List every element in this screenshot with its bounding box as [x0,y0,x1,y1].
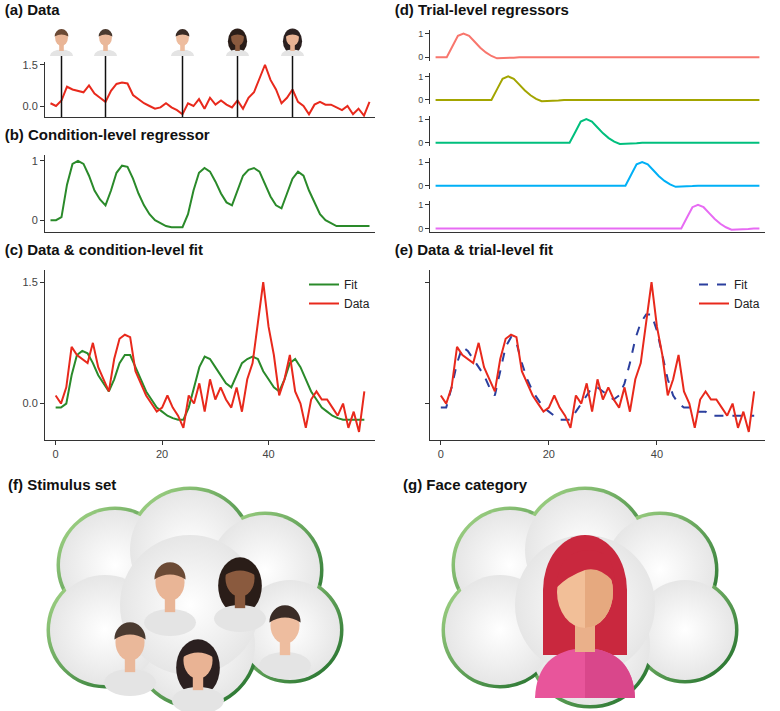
svg-text:(a) Data: (a) Data [5,1,61,18]
svg-text:1: 1 [418,72,423,82]
svg-text:0: 0 [418,52,423,62]
svg-text:1.5: 1.5 [23,59,38,71]
svg-text:0: 0 [32,214,38,226]
svg-text:(b) Condition-level regressor: (b) Condition-level regressor [5,126,210,143]
svg-text:(e) Data & trial-level fit: (e) Data & trial-level fit [395,241,553,258]
svg-text:0.0: 0.0 [23,100,38,112]
svg-text:0: 0 [438,448,444,460]
svg-text:0: 0 [418,224,423,234]
svg-text:0: 0 [418,95,423,105]
svg-text:0: 0 [418,181,423,191]
svg-text:40: 40 [262,448,274,460]
svg-text:1: 1 [418,29,423,39]
svg-text:Data: Data [734,297,760,311]
svg-text:0.0: 0.0 [23,397,38,409]
svg-text:Fit: Fit [344,278,358,292]
svg-text:0: 0 [53,448,59,460]
svg-text:40: 40 [651,448,663,460]
svg-text:Fit: Fit [734,278,748,292]
svg-text:20: 20 [543,448,555,460]
svg-text:1: 1 [418,114,423,124]
svg-text:0: 0 [418,138,423,148]
svg-text:1.5: 1.5 [23,276,38,288]
svg-text:(f) Stimulus set: (f) Stimulus set [8,476,116,493]
svg-text:(g) Face category: (g) Face category [403,476,528,493]
svg-text:(d) Trial-level regressors: (d) Trial-level regressors [395,1,569,18]
svg-text:20: 20 [156,448,168,460]
svg-text:1: 1 [32,155,38,167]
svg-text:1: 1 [418,200,423,210]
svg-text:Data: Data [344,297,370,311]
svg-text:1: 1 [418,157,423,167]
svg-text:(c) Data & condition-level fit: (c) Data & condition-level fit [5,241,203,258]
